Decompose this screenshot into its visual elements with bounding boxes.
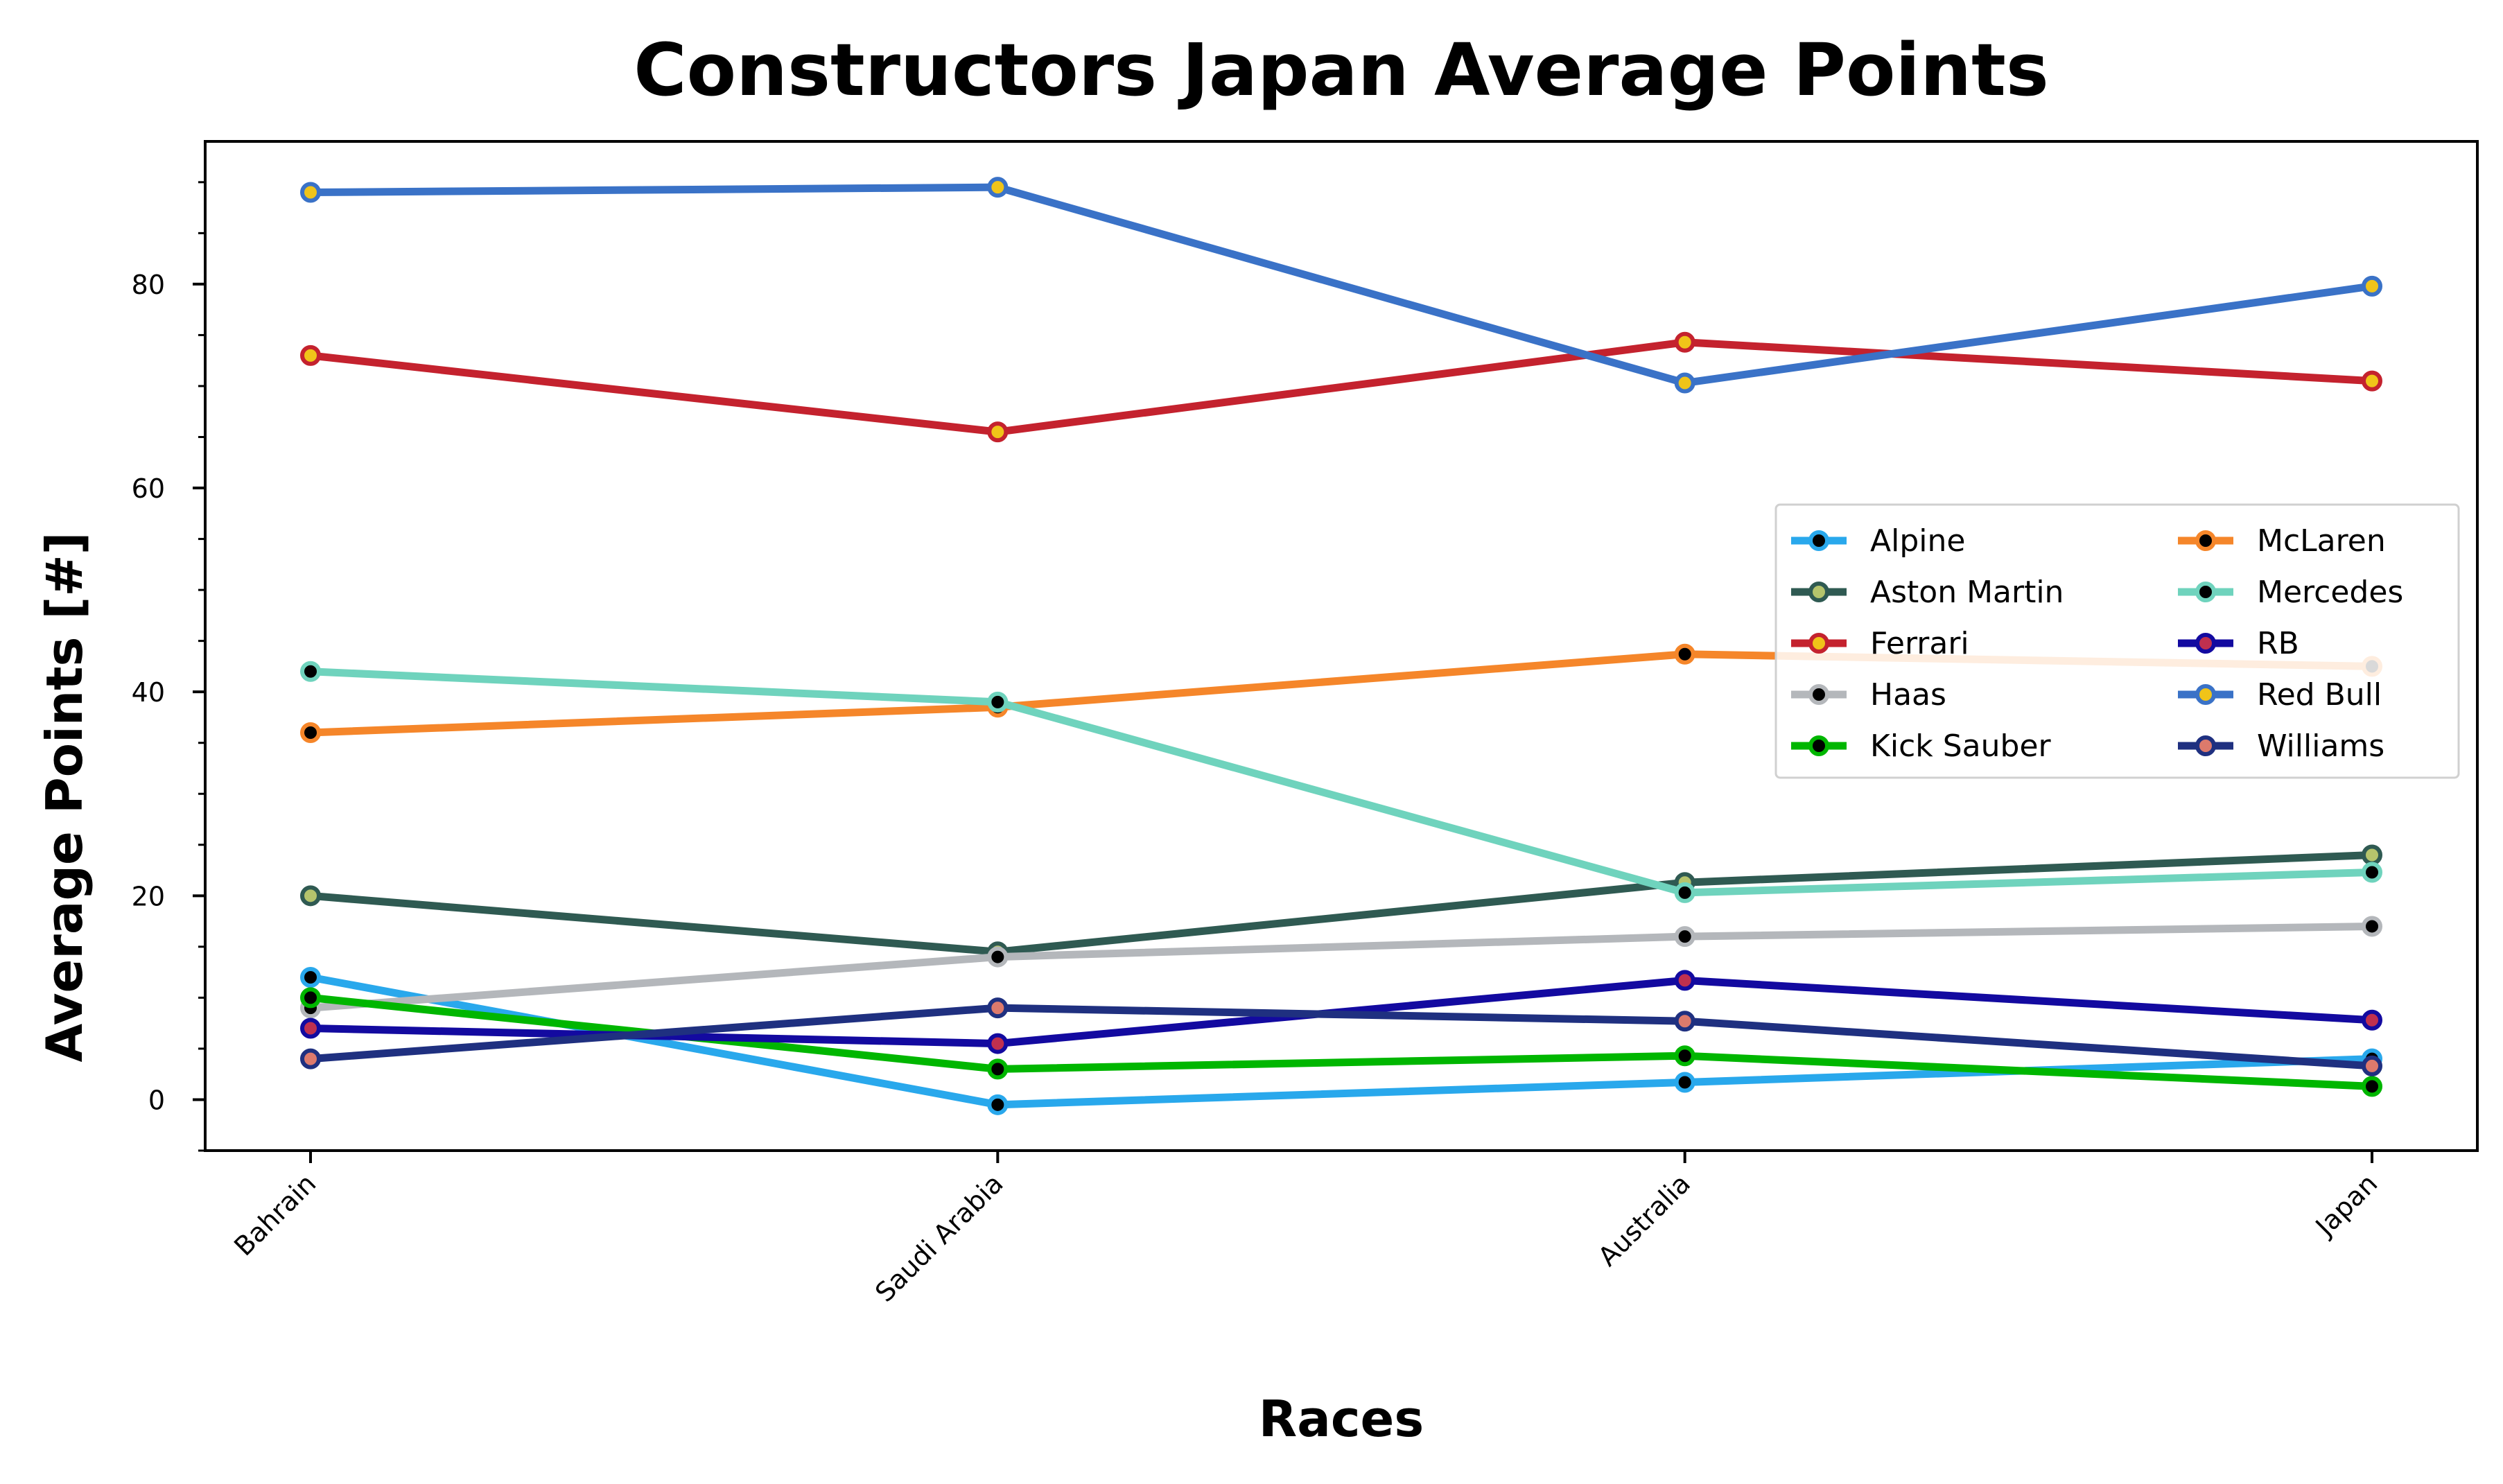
data-point [2362,370,2382,392]
legend-item: McLaren [2178,523,2386,559]
y-axis-label: Average Points [#] [35,532,94,1062]
series-mercedes [300,661,2382,903]
data-point [300,1048,321,1070]
y-tick-label: 80 [132,270,165,300]
data-point [300,661,321,682]
data-point [1674,372,1695,394]
data-point [300,1018,321,1039]
data-point [987,177,1009,198]
legend-item: Mercedes [2178,575,2403,610]
legend-label: Kick Sauber [1870,728,2052,764]
y-tick-label: 20 [132,881,165,911]
data-point [300,966,321,988]
data-point [2362,844,2382,866]
data-point [1674,882,1695,903]
legend-swatch-marker [1808,582,1829,602]
data-point [1674,1072,1695,1093]
series-ferrari [300,331,2382,443]
legend-swatch-marker [2195,530,2216,551]
data-point [2362,275,2382,297]
data-point [1674,970,1695,991]
plot-area-frame [204,140,2479,1152]
data-point [2362,916,2382,937]
data-point [2362,862,2382,883]
data-point [987,946,1009,968]
legend-item: Haas [1791,677,1946,713]
legend-item: Red Bull [2178,677,2382,713]
series-line [306,183,2376,387]
legend-item: Alpine [1791,523,1965,559]
legend-swatch-marker [1808,530,1829,551]
y-tick-label: 0 [148,1085,165,1115]
legend-item: RB [2178,626,2299,661]
legend-item: Kick Sauber [1791,728,2052,764]
series-line [306,922,2376,1012]
data-point [987,997,1009,1019]
series-line [306,338,2376,436]
legend-label: Haas [1870,677,1946,713]
legend-swatch-marker [2195,633,2216,654]
data-point [2362,1076,2382,1097]
data-point [1674,926,1695,948]
legend-item: Ferrari [1791,626,1969,661]
data-point [2362,1055,2382,1076]
legend: Alpine Aston Martin Ferrari Haas Kick Sauber… [1774,503,2460,779]
data-point [987,1094,1009,1115]
legend-swatch-marker [2195,582,2216,602]
data-point [987,691,1009,713]
series-line [306,667,2376,897]
data-point [1674,1045,1695,1067]
legend-box [1774,503,2460,779]
data-point [1674,643,1695,665]
data-point [2362,1009,2382,1031]
series-haas [300,916,2382,1019]
legend-label: Mercedes [2257,575,2403,610]
legend-swatch-marker [1808,684,1829,705]
legend-swatch-marker [1808,735,1829,756]
data-point [987,1058,1009,1080]
data-point [1674,331,1695,353]
data-point [987,1033,1009,1054]
series-line [306,1004,2376,1070]
legend-label: Alpine [1870,523,1965,559]
y-tick-label: 60 [132,473,165,504]
series-layer [300,177,2382,1115]
legend-label: Aston Martin [1870,575,2064,610]
legend-label: McLaren [2257,523,2386,559]
series-red-bull [300,177,2382,394]
x-axis-label: Races [1259,1390,1424,1448]
legend-item: Aston Martin [1791,575,2064,610]
chart-title: Constructors Japan Average Points [634,28,2048,112]
data-point [987,421,1009,443]
legend-label: Ferrari [1870,626,1969,661]
data-point [300,885,321,907]
data-point [300,722,321,744]
data-point [300,182,321,203]
legend-label: RB [2257,626,2299,661]
legend-item: Williams [2178,728,2384,764]
legend-swatch-marker [2195,684,2216,705]
data-point [300,987,321,1009]
series-line [306,850,2376,956]
data-point [1674,1011,1695,1032]
legend-swatch-marker [1808,633,1829,654]
legend-label: Williams [2257,728,2384,764]
legend-label: Red Bull [2257,677,2382,713]
legend-swatch-marker [2195,735,2216,756]
y-tick-label: 40 [132,677,165,708]
data-point [300,344,321,366]
series-williams [300,997,2382,1076]
